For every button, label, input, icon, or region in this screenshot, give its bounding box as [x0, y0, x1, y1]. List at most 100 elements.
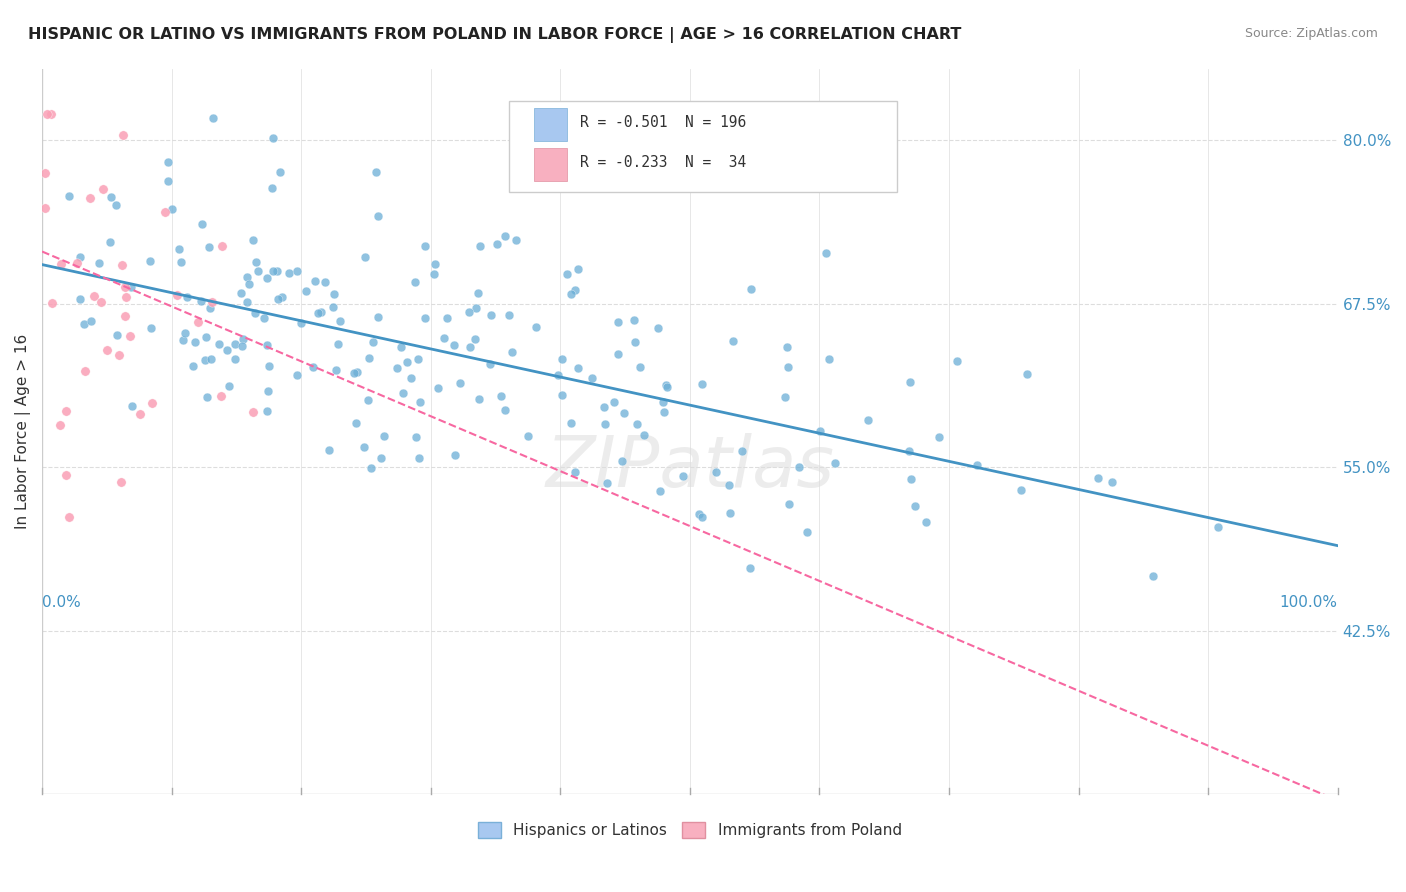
- Point: [824, 456, 846, 470]
- Point: [257, 359, 280, 373]
- Point: [775, 390, 797, 404]
- Point: [270, 290, 292, 304]
- Point: [551, 351, 574, 366]
- Point: [898, 444, 921, 458]
- Point: [385, 361, 408, 376]
- Point: [174, 326, 197, 340]
- Point: [718, 478, 741, 492]
- Point: [73, 364, 96, 378]
- FancyBboxPatch shape: [534, 148, 567, 181]
- Point: [468, 239, 491, 253]
- Point: [322, 287, 344, 301]
- Point: [464, 301, 486, 316]
- Point: [367, 310, 389, 324]
- Text: HISPANIC OR LATINO VS IMMIGRANTS FROM POLAND IN LABOR FORCE | AGE > 16 CORRELATI: HISPANIC OR LATINO VS IMMIGRANTS FROM PO…: [28, 27, 962, 43]
- Point: [285, 368, 308, 382]
- Point: [460, 340, 482, 354]
- Point: [928, 430, 950, 444]
- Legend: Hispanics or Latinos, Immigrants from Poland: Hispanics or Latinos, Immigrants from Po…: [472, 816, 908, 845]
- Point: [34, 166, 56, 180]
- Point: [555, 267, 578, 281]
- Point: [257, 384, 280, 399]
- Point: [34, 201, 56, 215]
- Point: [537, 178, 560, 193]
- Point: [610, 454, 633, 468]
- Point: [808, 424, 831, 438]
- Point: [231, 339, 253, 353]
- Point: [606, 347, 628, 361]
- Point: [198, 240, 221, 254]
- Point: [208, 337, 231, 351]
- Point: [172, 333, 194, 347]
- Text: Source: ZipAtlas.com: Source: ZipAtlas.com: [1244, 27, 1378, 40]
- Point: [494, 403, 516, 417]
- Point: [242, 405, 264, 419]
- Point: [115, 290, 138, 304]
- Point: [80, 314, 103, 328]
- Point: [110, 475, 132, 490]
- Point: [423, 267, 446, 281]
- FancyBboxPatch shape: [509, 101, 897, 192]
- Point: [489, 389, 512, 403]
- Point: [256, 403, 278, 417]
- Point: [194, 352, 217, 367]
- Point: [655, 380, 678, 394]
- Point: [551, 387, 574, 401]
- Point: [404, 275, 426, 289]
- Point: [195, 390, 218, 404]
- Point: [740, 282, 762, 296]
- Point: [201, 294, 224, 309]
- Point: [105, 198, 128, 212]
- Point: [505, 233, 527, 247]
- Point: [194, 330, 217, 344]
- Point: [396, 354, 419, 368]
- Point: [201, 111, 224, 125]
- Point: [479, 308, 502, 322]
- Point: [153, 204, 176, 219]
- Point: [231, 285, 253, 300]
- Point: [1206, 519, 1229, 533]
- Point: [83, 289, 105, 303]
- Point: [342, 366, 364, 380]
- Point: [415, 311, 437, 326]
- Point: [467, 285, 489, 300]
- Point: [269, 164, 291, 178]
- Point: [413, 239, 436, 253]
- Point: [391, 386, 413, 401]
- Point: [818, 351, 841, 366]
- Point: [1015, 368, 1038, 382]
- Point: [567, 361, 589, 376]
- Point: [176, 290, 198, 304]
- Point: [183, 335, 205, 350]
- Point: [325, 363, 347, 377]
- Point: [304, 274, 326, 288]
- Point: [593, 417, 616, 432]
- Point: [353, 441, 375, 455]
- Point: [107, 328, 129, 343]
- Point: [796, 524, 818, 539]
- Point: [346, 365, 368, 379]
- Point: [236, 295, 259, 310]
- Point: [966, 458, 988, 473]
- Point: [399, 370, 422, 384]
- FancyBboxPatch shape: [534, 109, 567, 141]
- Point: [247, 264, 270, 278]
- Point: [360, 461, 382, 475]
- Point: [581, 371, 603, 385]
- Point: [898, 375, 921, 389]
- Point: [517, 429, 540, 443]
- Point: [427, 381, 450, 395]
- Point: [198, 301, 221, 315]
- Point: [183, 359, 205, 373]
- Point: [606, 315, 628, 329]
- Point: [408, 451, 430, 466]
- Point: [243, 306, 266, 320]
- Point: [100, 190, 122, 204]
- Point: [592, 400, 614, 414]
- Text: R = -0.233  N =  34: R = -0.233 N = 34: [579, 155, 747, 170]
- Point: [650, 483, 672, 498]
- Point: [498, 308, 520, 322]
- Point: [560, 286, 582, 301]
- Point: [290, 317, 312, 331]
- Point: [945, 354, 967, 368]
